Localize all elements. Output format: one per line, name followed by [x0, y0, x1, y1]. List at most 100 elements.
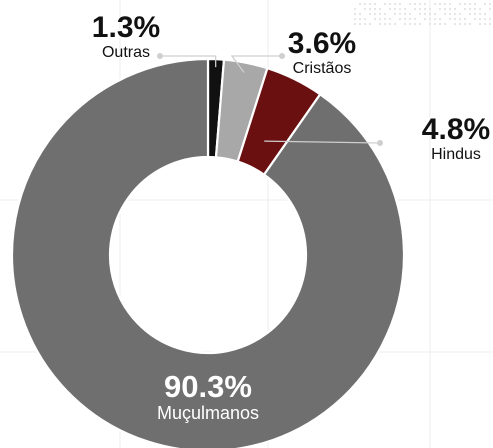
- bg-map-dot: [398, 12, 402, 16]
- bg-map-dot: [398, 17, 402, 21]
- bg-map-dot: [463, 22, 467, 26]
- bg-map-dot: [438, 7, 442, 11]
- value-label-outras: 1.3%: [92, 11, 160, 44]
- bg-map-dot: [488, 17, 492, 21]
- bg-map-dot: [368, 22, 372, 26]
- value-label-muculmanos: 90.3%: [164, 369, 252, 404]
- bg-map-dot: [363, 17, 367, 21]
- bg-map-dot: [368, 12, 372, 16]
- bg-map-dot: [443, 2, 447, 6]
- bg-map-dot: [438, 2, 442, 6]
- category-label-cristaos: Cristãos: [293, 60, 352, 77]
- bg-map-dot: [483, 22, 487, 26]
- bg-map-dot: [408, 22, 412, 26]
- slice-labels: 1.3%Outras 3.6%Cristãos 4.8%Hindus 90.3%Muç…: [92, 11, 490, 423]
- value-label-hindus: 4.8%: [422, 113, 490, 146]
- bg-map-dot: [478, 12, 482, 16]
- bg-map-dot: [388, 17, 392, 21]
- leader-dot-cristaos: [279, 53, 285, 59]
- bg-map-dot: [408, 12, 412, 16]
- bg-map-dot: [368, 7, 372, 11]
- bg-map-dot: [363, 22, 367, 26]
- bg-map-dot: [408, 2, 412, 6]
- bg-map-dot: [383, 2, 387, 6]
- bg-map-dot: [478, 22, 482, 26]
- bg-map-dot: [413, 7, 417, 11]
- bg-map-dot: [443, 22, 447, 26]
- bg-map-dot: [393, 2, 397, 6]
- bg-map-dot: [463, 17, 467, 21]
- bg-map-dot: [418, 12, 422, 16]
- bg-map-dot: [478, 17, 482, 21]
- bg-map-dot: [373, 17, 377, 21]
- bg-map-dot: [373, 12, 377, 16]
- bg-map-dot: [378, 17, 382, 21]
- leader-dot-hindus: [377, 140, 383, 146]
- bg-map-dot: [413, 22, 417, 26]
- bg-map-dot: [473, 17, 477, 21]
- bg-map-dot: [353, 17, 357, 21]
- bg-map-dot: [393, 22, 397, 26]
- bg-map-dot: [483, 12, 487, 16]
- bg-map-dot: [428, 7, 432, 11]
- bg-map-dot: [448, 2, 452, 6]
- bg-map-dot: [428, 22, 432, 26]
- bg-map-dot: [363, 2, 367, 6]
- category-label-hindus: Hindus: [431, 146, 481, 163]
- bg-map-dot: [448, 12, 452, 16]
- bg-map-dot: [453, 7, 457, 11]
- bg-map-dot: [398, 7, 402, 11]
- bg-map-dot: [388, 7, 392, 11]
- bg-map-dot: [413, 2, 417, 6]
- bg-map-dot: [468, 12, 472, 16]
- bg-map-dot: [358, 17, 362, 21]
- bg-map-dot: [368, 2, 372, 6]
- bg-map-dot: [393, 7, 397, 11]
- bg-map-dot: [378, 7, 382, 11]
- bg-map-dot: [488, 7, 492, 11]
- bg-map-dot: [428, 17, 432, 21]
- bg-map-dot: [363, 7, 367, 11]
- bg-map-dot: [448, 7, 452, 11]
- bg-map-dot: [358, 2, 362, 6]
- bg-map-dot: [388, 22, 392, 26]
- bg-map-dot: [433, 17, 437, 21]
- bg-map-dot: [358, 12, 362, 16]
- bg-map-dot: [403, 17, 407, 21]
- bg-map-dot: [488, 2, 492, 6]
- bg-map-dot: [418, 7, 422, 11]
- bg-map-dot: [453, 12, 457, 16]
- leader-outras: [160, 55, 217, 68]
- bg-map-dot: [403, 12, 407, 16]
- bg-map-dot: [473, 2, 477, 6]
- bg-map-dot: [393, 12, 397, 16]
- bg-map-dot: [463, 7, 467, 11]
- bg-map-dot: [353, 22, 357, 26]
- bg-map-dot: [458, 22, 462, 26]
- bg-map-dot: [438, 17, 442, 21]
- bg-map-dot: [483, 2, 487, 6]
- bg-map-dot: [443, 12, 447, 16]
- bg-map-dot: [378, 12, 382, 16]
- category-label-outras: Outras: [102, 44, 150, 61]
- bg-map-dot: [433, 22, 437, 26]
- bg-map-dot: [423, 7, 427, 11]
- bg-map-dot: [468, 22, 472, 26]
- bg-map-dot: [383, 17, 387, 21]
- bg-map-dot: [413, 17, 417, 21]
- bg-map-dot: [433, 12, 437, 16]
- label-leaders: [157, 53, 383, 146]
- bg-map-dot: [473, 7, 477, 11]
- bg-map-dot: [398, 2, 402, 6]
- bg-map-dot: [358, 22, 362, 26]
- bg-map-dot: [373, 7, 377, 11]
- bg-map-dot: [458, 2, 462, 6]
- bg-map-dot: [423, 2, 427, 6]
- bg-map-dot: [473, 12, 477, 16]
- slice-muculmanos: [10, 57, 406, 448]
- bg-map-dot: [463, 2, 467, 6]
- bg-map-dot: [353, 7, 357, 11]
- bg-map-dot: [478, 7, 482, 11]
- bg-map-dot: [418, 2, 422, 6]
